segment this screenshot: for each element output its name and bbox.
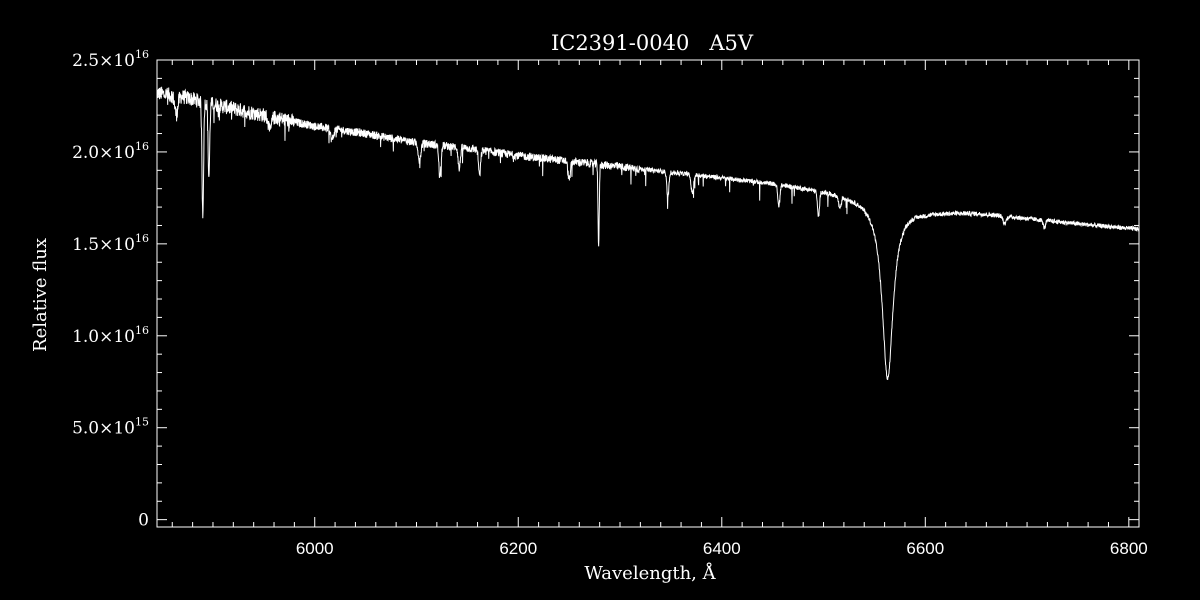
y-tick-label: 2.5×1016	[72, 48, 149, 71]
axis-tick-labels: 6000 6200 6400 6600 6800 0 5.0×1015 1.0×1016 1.5…	[72, 48, 1148, 558]
x-tick-label: 6000	[296, 539, 334, 558]
y-tick-label: 1.5×1016	[72, 232, 149, 255]
chart-title: IC2391-0040 A5V	[551, 31, 754, 55]
y-tick-label: 2.0×1016	[72, 140, 149, 163]
spectrum-line	[156, 86, 1140, 381]
y-tick-label: 5.0×1015	[72, 416, 149, 439]
x-tick-label: 6200	[499, 539, 537, 558]
spectrum-line-group	[156, 86, 1140, 381]
x-tick-label: 6800	[1110, 539, 1148, 558]
y-tick-label: 1.0×1016	[72, 324, 149, 347]
plot-frame	[156, 59, 1140, 528]
axis-ticks	[157, 59, 1139, 527]
y-tick-label: 0	[138, 511, 149, 531]
x-tick-label: 6600	[906, 539, 944, 558]
x-tick-label: 6400	[703, 539, 741, 558]
plot-border	[156, 59, 1140, 528]
y-axis-label: Relative flux	[30, 238, 51, 352]
x-axis-label: Wavelength, Å	[584, 562, 716, 584]
